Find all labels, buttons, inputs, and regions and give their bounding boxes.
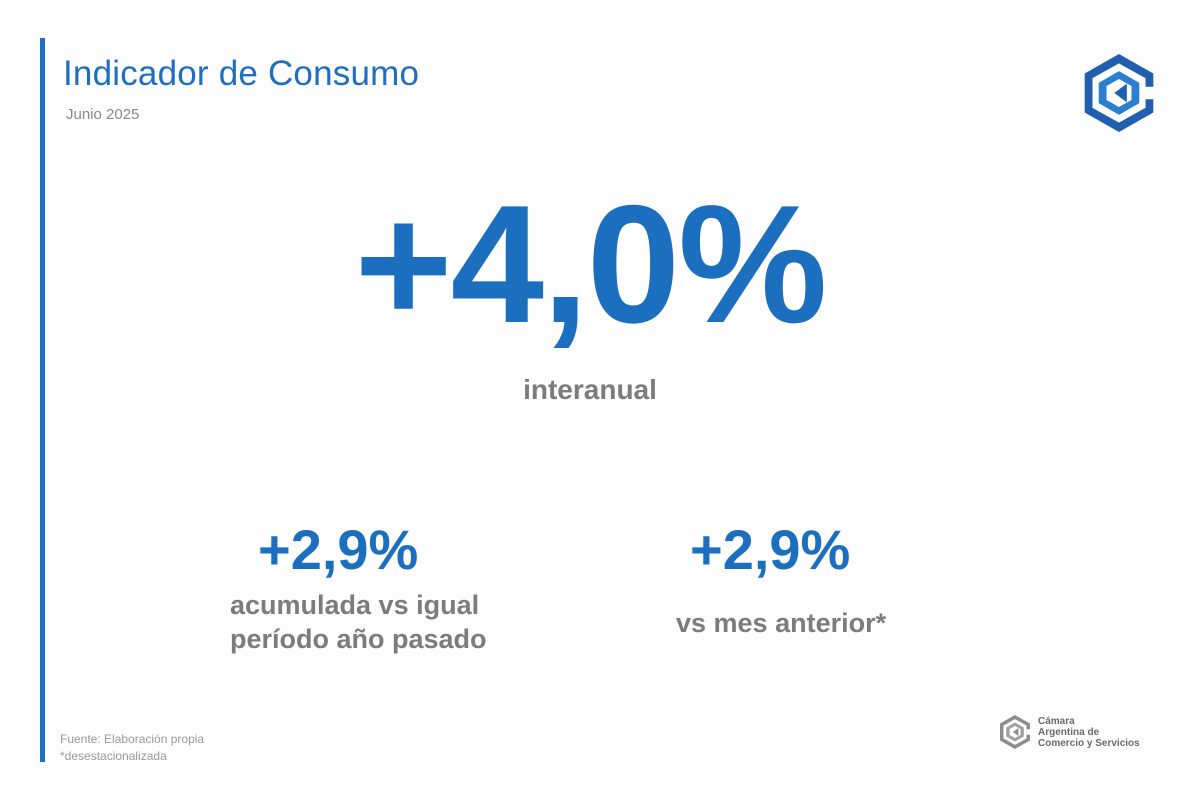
page-title: Indicador de Consumo bbox=[63, 54, 420, 93]
organization-logo: Cámara Argentina de Comercio y Servicios bbox=[998, 713, 1140, 751]
cumulative-stat-value: +2,9% bbox=[258, 518, 419, 581]
accent-bar bbox=[40, 38, 45, 762]
footer-source: Fuente: Elaboración propia bbox=[60, 732, 205, 746]
cumulative-stat-label: acumulada vs igual período año pasado bbox=[230, 588, 550, 656]
cac-small-logo-icon bbox=[1000, 715, 1032, 749]
main-stat-value: +4,0% bbox=[354, 170, 827, 358]
page-subtitle: Junio 2025 bbox=[66, 106, 140, 123]
cumulative-stat-label-line1: acumulada vs igual bbox=[230, 590, 480, 620]
monthly-stat-value: +2,9% bbox=[690, 518, 851, 581]
footer-notes: Fuente: Elaboración propia *desestaciona… bbox=[60, 731, 204, 765]
cumulative-stat-label-line2: período año pasado bbox=[230, 624, 487, 654]
organization-name: Cámara Argentina de Comercio y Servicios bbox=[1038, 716, 1140, 749]
main-stat-label: interanual bbox=[523, 374, 657, 405]
monthly-stat-label: vs mes anterior* bbox=[676, 608, 887, 638]
footer-note: *desestacionalizada bbox=[60, 749, 167, 763]
organization-name-line2: Argentina de bbox=[1038, 726, 1100, 738]
organization-name-line1: Cámara bbox=[1038, 715, 1075, 727]
cac-logo-icon bbox=[1084, 54, 1157, 132]
organization-name-line3: Comercio y Servicios bbox=[1038, 737, 1140, 749]
